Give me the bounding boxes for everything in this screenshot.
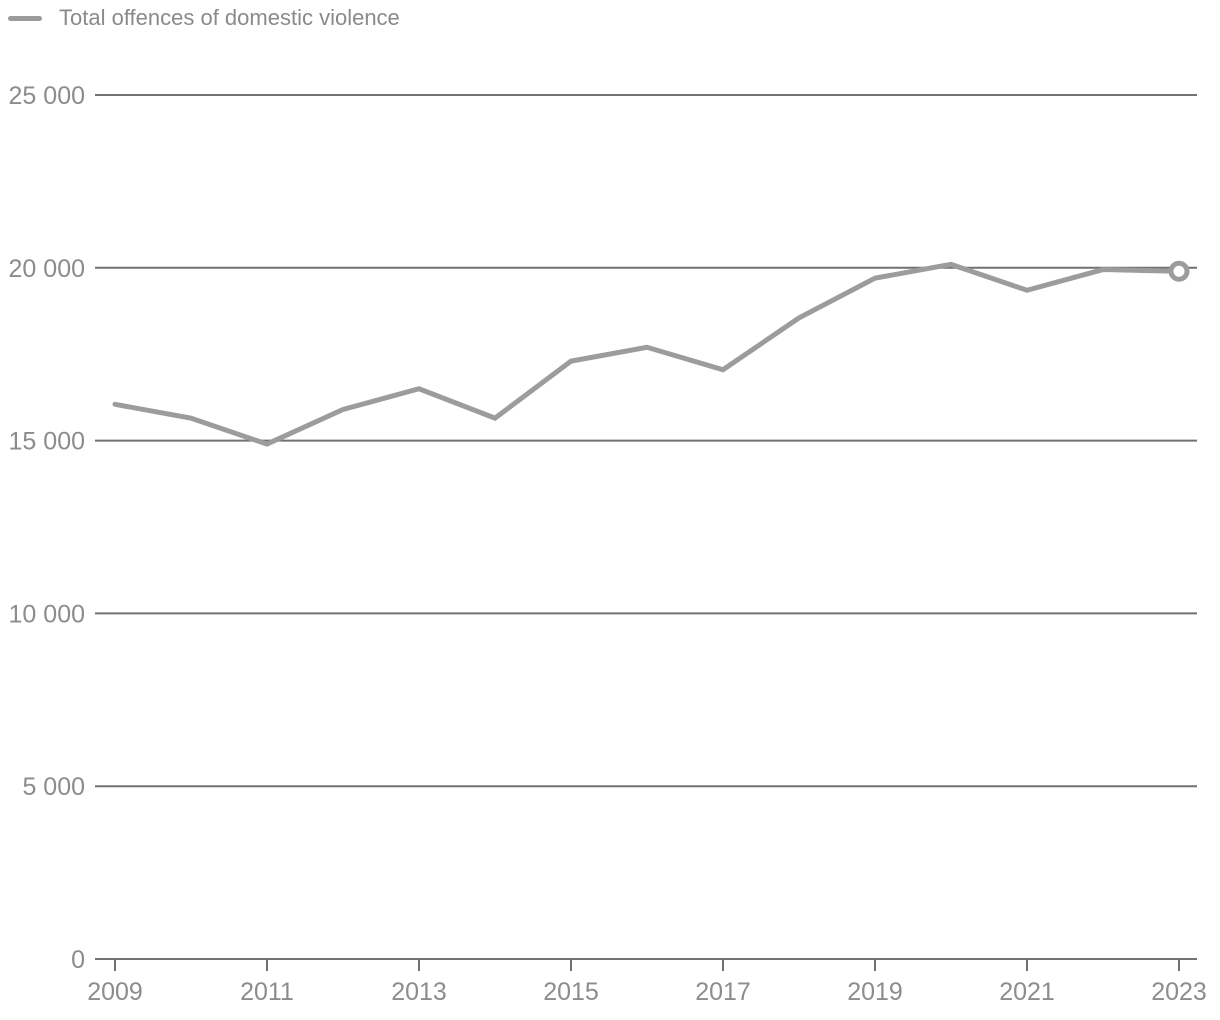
x-tick-label-2013: 2013	[391, 978, 447, 1006]
last-point-marker[interactable]	[1168, 260, 1190, 282]
series-line-total-offences[interactable]	[112, 261, 1182, 447]
y-tick-label-10000: 10 000	[9, 600, 85, 628]
x-tick-label-2019: 2019	[847, 978, 903, 1006]
x-tick-label-2009: 2009	[87, 978, 143, 1006]
series-group	[112, 260, 1190, 447]
legend-label: Total offences of domestic violence	[59, 5, 400, 30]
legend-line-swatch	[8, 15, 42, 21]
legend-item-total-offences[interactable]: Total offences of domestic violence	[8, 4, 400, 32]
y-tick-label-5000: 5 000	[22, 773, 85, 801]
x-tick-label-2017: 2017	[695, 978, 751, 1006]
x-tick-label-2021: 2021	[999, 978, 1055, 1006]
y-axis-labels-group: 0 5 000 10 000 15 000 20 000 25 000	[9, 82, 85, 974]
y-tick-label-20000: 20 000	[9, 255, 85, 283]
x-tick-label-2023: 2023	[1151, 978, 1207, 1006]
y-tick-label-15000: 15 000	[9, 428, 85, 456]
y-tick-label-0: 0	[71, 946, 85, 974]
y-tick-label-25000: 25 000	[9, 82, 85, 110]
x-axis-group: 2009 2011 2013 2015 2017 2019 2021 2023	[87, 959, 1207, 1006]
x-tick-label-2011: 2011	[240, 978, 294, 1006]
gridlines-group	[95, 94, 1197, 960]
x-tick-label-2015: 2015	[543, 978, 599, 1006]
